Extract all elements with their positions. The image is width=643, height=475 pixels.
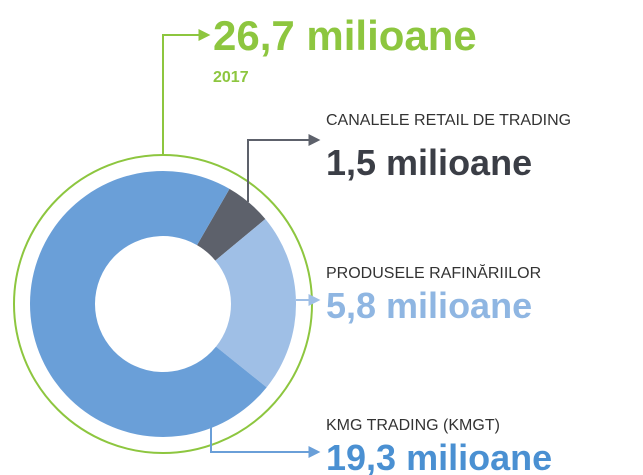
- category-label: KMG TRADING (KMGT): [326, 417, 500, 434]
- value-label: 1,5 milioane: [326, 142, 532, 183]
- donut-segment: [215, 219, 296, 388]
- value-label: 19,3 milioane: [326, 437, 552, 475]
- year-label: 2017: [213, 69, 249, 86]
- donut-segment: [197, 188, 266, 261]
- total-callout: [162, 29, 211, 155]
- donut-segment: [30, 170, 267, 437]
- category-label: PRODUSELE RAFINĂRIILOR: [326, 263, 541, 282]
- callout-line: [210, 418, 321, 458]
- value-label: 5,8 milioane: [326, 285, 532, 326]
- total-label: 26,7 milioane: [213, 12, 477, 59]
- callout-line: [247, 134, 321, 202]
- category-label: CANALELE RETAIL DE TRADING: [326, 112, 571, 129]
